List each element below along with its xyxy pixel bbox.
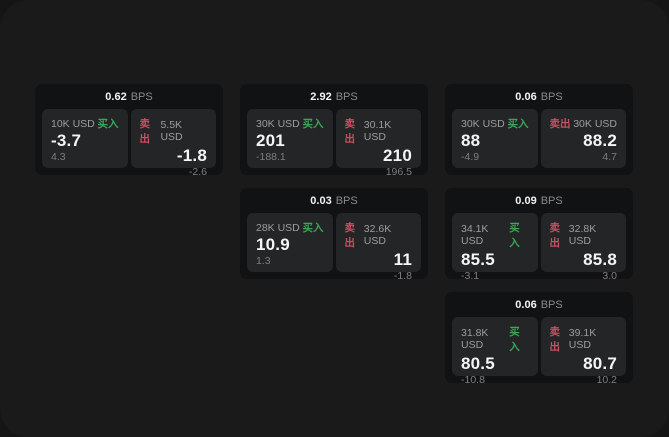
sell-amount: 30K USD [573,117,617,130]
spread-unit-label: BPS [335,90,358,103]
quote-tiles: 31.8K USD 买入 80.5 -10.8 卖出 39.1K USD 80.… [452,317,626,386]
spread-value: 0.06 [515,298,537,311]
spread-unit-label: BPS [540,90,563,103]
buy-price: 80.5 [461,354,495,373]
sell-price: -1.8 [176,146,207,165]
sell-label: 卖出 [549,326,561,353]
card-header: 0.62 BPS [42,84,216,109]
buy-price: 201 [256,131,285,150]
buy-price: 88 [461,131,481,150]
buy-label: 买入 [302,118,324,130]
buy-tile[interactable]: 30K USD 买入 88 -4.9 [452,109,538,168]
buy-amount: 30K USD [461,117,505,130]
sell-amount: 5.5K USD [160,119,183,143]
quote-card: 0.03 BPS 28K USD 买入 10.9 1.3 卖出 32.6K US… [240,188,428,282]
quote-tiles: 28K USD 买入 10.9 1.3 卖出 32.6K USD 11 -1.8 [247,213,421,282]
sell-label: 卖出 [549,222,561,249]
sell-tile[interactable]: 卖出 30K USD 88.2 4.7 [540,109,626,168]
buy-price: 85.5 [461,250,495,269]
sell-price: 11 [393,250,412,269]
quote-tiles: 30K USD 买入 88 -4.9 卖出 30K USD 88.2 4.7 [452,109,626,168]
sell-delta: -1.8 [393,270,412,282]
buy-delta: 1.3 [256,255,271,267]
sell-amount: 39.1K USD [568,327,597,351]
spread-value: 0.62 [105,90,127,103]
buy-label: 买入 [509,222,520,249]
spread-unit-label: BPS [540,298,563,311]
sell-price: 85.8 [583,250,617,269]
sell-delta: 10.2 [596,374,617,386]
sell-tile[interactable]: 卖出 32.6K USD 11 -1.8 [335,213,421,282]
sell-delta: -2.6 [188,166,207,178]
sell-tile[interactable]: 卖出 5.5K USD -1.8 -2.6 [130,109,216,178]
sell-price: 88.2 [583,131,617,150]
sell-amount: 30.1K USD [363,119,392,143]
buy-label: 买入 [97,118,119,130]
buy-delta: -3.1 [461,270,480,282]
card-header: 2.92 BPS [247,84,421,109]
quote-tiles: 10K USD 买入 -3.7 4.3 卖出 5.5K USD -1.8 -2.… [42,109,216,178]
buy-tile[interactable]: 34.1K USD 买入 85.5 -3.1 [452,213,538,282]
quote-card: 0.09 BPS 34.1K USD 买入 85.5 -3.1 卖出 32.8K… [445,188,633,282]
sell-label: 卖出 [549,118,571,130]
sell-label: 卖出 [344,118,356,145]
sell-price: 80.7 [583,354,617,373]
buy-label: 买入 [507,118,529,130]
sell-delta: 3.0 [602,270,617,282]
buy-delta: -188.1 [256,151,286,163]
sell-amount: 32.8K USD [568,223,597,247]
quote-card: 2.92 BPS 30K USD 买入 201 -188.1 卖出 30.1K … [240,84,428,178]
spread-value: 0.03 [310,194,332,207]
spread-value: 0.06 [515,90,537,103]
sell-delta: 4.7 [602,151,617,163]
card-header: 0.09 BPS [452,188,626,213]
buy-delta: -10.8 [461,374,485,386]
spread-value: 2.92 [310,90,332,103]
card-header: 0.03 BPS [247,188,421,213]
buy-label: 买入 [302,222,324,234]
card-header: 0.06 BPS [452,84,626,109]
quote-grid: 0.62 BPS 10K USD 买入 -3.7 4.3 卖出 5.5K USD… [35,84,633,386]
buy-amount: 34.1K USD [461,223,489,247]
spread-unit-label: BPS [335,194,358,207]
spread-value: 0.09 [515,194,537,207]
sell-price: 210 [383,146,412,165]
quote-card: 0.62 BPS 10K USD 买入 -3.7 4.3 卖出 5.5K USD… [35,84,223,178]
quote-tiles: 30K USD 买入 201 -188.1 卖出 30.1K USD 210 1… [247,109,421,178]
buy-amount: 30K USD [256,117,300,130]
sell-delta: 196.5 [385,166,412,178]
sell-tile[interactable]: 卖出 30.1K USD 210 196.5 [335,109,421,178]
buy-tile[interactable]: 10K USD 买入 -3.7 4.3 [42,109,128,168]
buy-tile[interactable]: 31.8K USD 买入 80.5 -10.8 [452,317,538,386]
sell-tile[interactable]: 卖出 32.8K USD 85.8 3.0 [540,213,626,282]
buy-price: 10.9 [256,235,290,254]
buy-delta: 4.3 [51,151,66,163]
buy-amount: 28K USD [256,221,300,234]
buy-amount: 31.8K USD [461,327,489,351]
buy-amount: 10K USD [51,117,95,130]
sell-label: 卖出 [139,118,151,145]
buy-price: -3.7 [51,131,82,150]
card-header: 0.06 BPS [452,292,626,317]
buy-label: 买入 [509,326,520,353]
spread-unit-label: BPS [130,90,153,103]
sell-amount: 32.6K USD [363,223,392,247]
quote-card: 0.06 BPS 30K USD 买入 88 -4.9 卖出 30K USD 8… [445,84,633,175]
buy-tile[interactable]: 30K USD 买入 201 -188.1 [247,109,333,168]
sell-tile[interactable]: 卖出 39.1K USD 80.7 10.2 [540,317,626,386]
buy-delta: -4.9 [461,151,480,163]
quote-tiles: 34.1K USD 买入 85.5 -3.1 卖出 32.8K USD 85.8… [452,213,626,282]
quote-card: 0.06 BPS 31.8K USD 买入 80.5 -10.8 卖出 39.1… [445,292,633,386]
spread-unit-label: BPS [540,194,563,207]
sell-label: 卖出 [344,222,356,249]
buy-tile[interactable]: 28K USD 买入 10.9 1.3 [247,213,333,272]
